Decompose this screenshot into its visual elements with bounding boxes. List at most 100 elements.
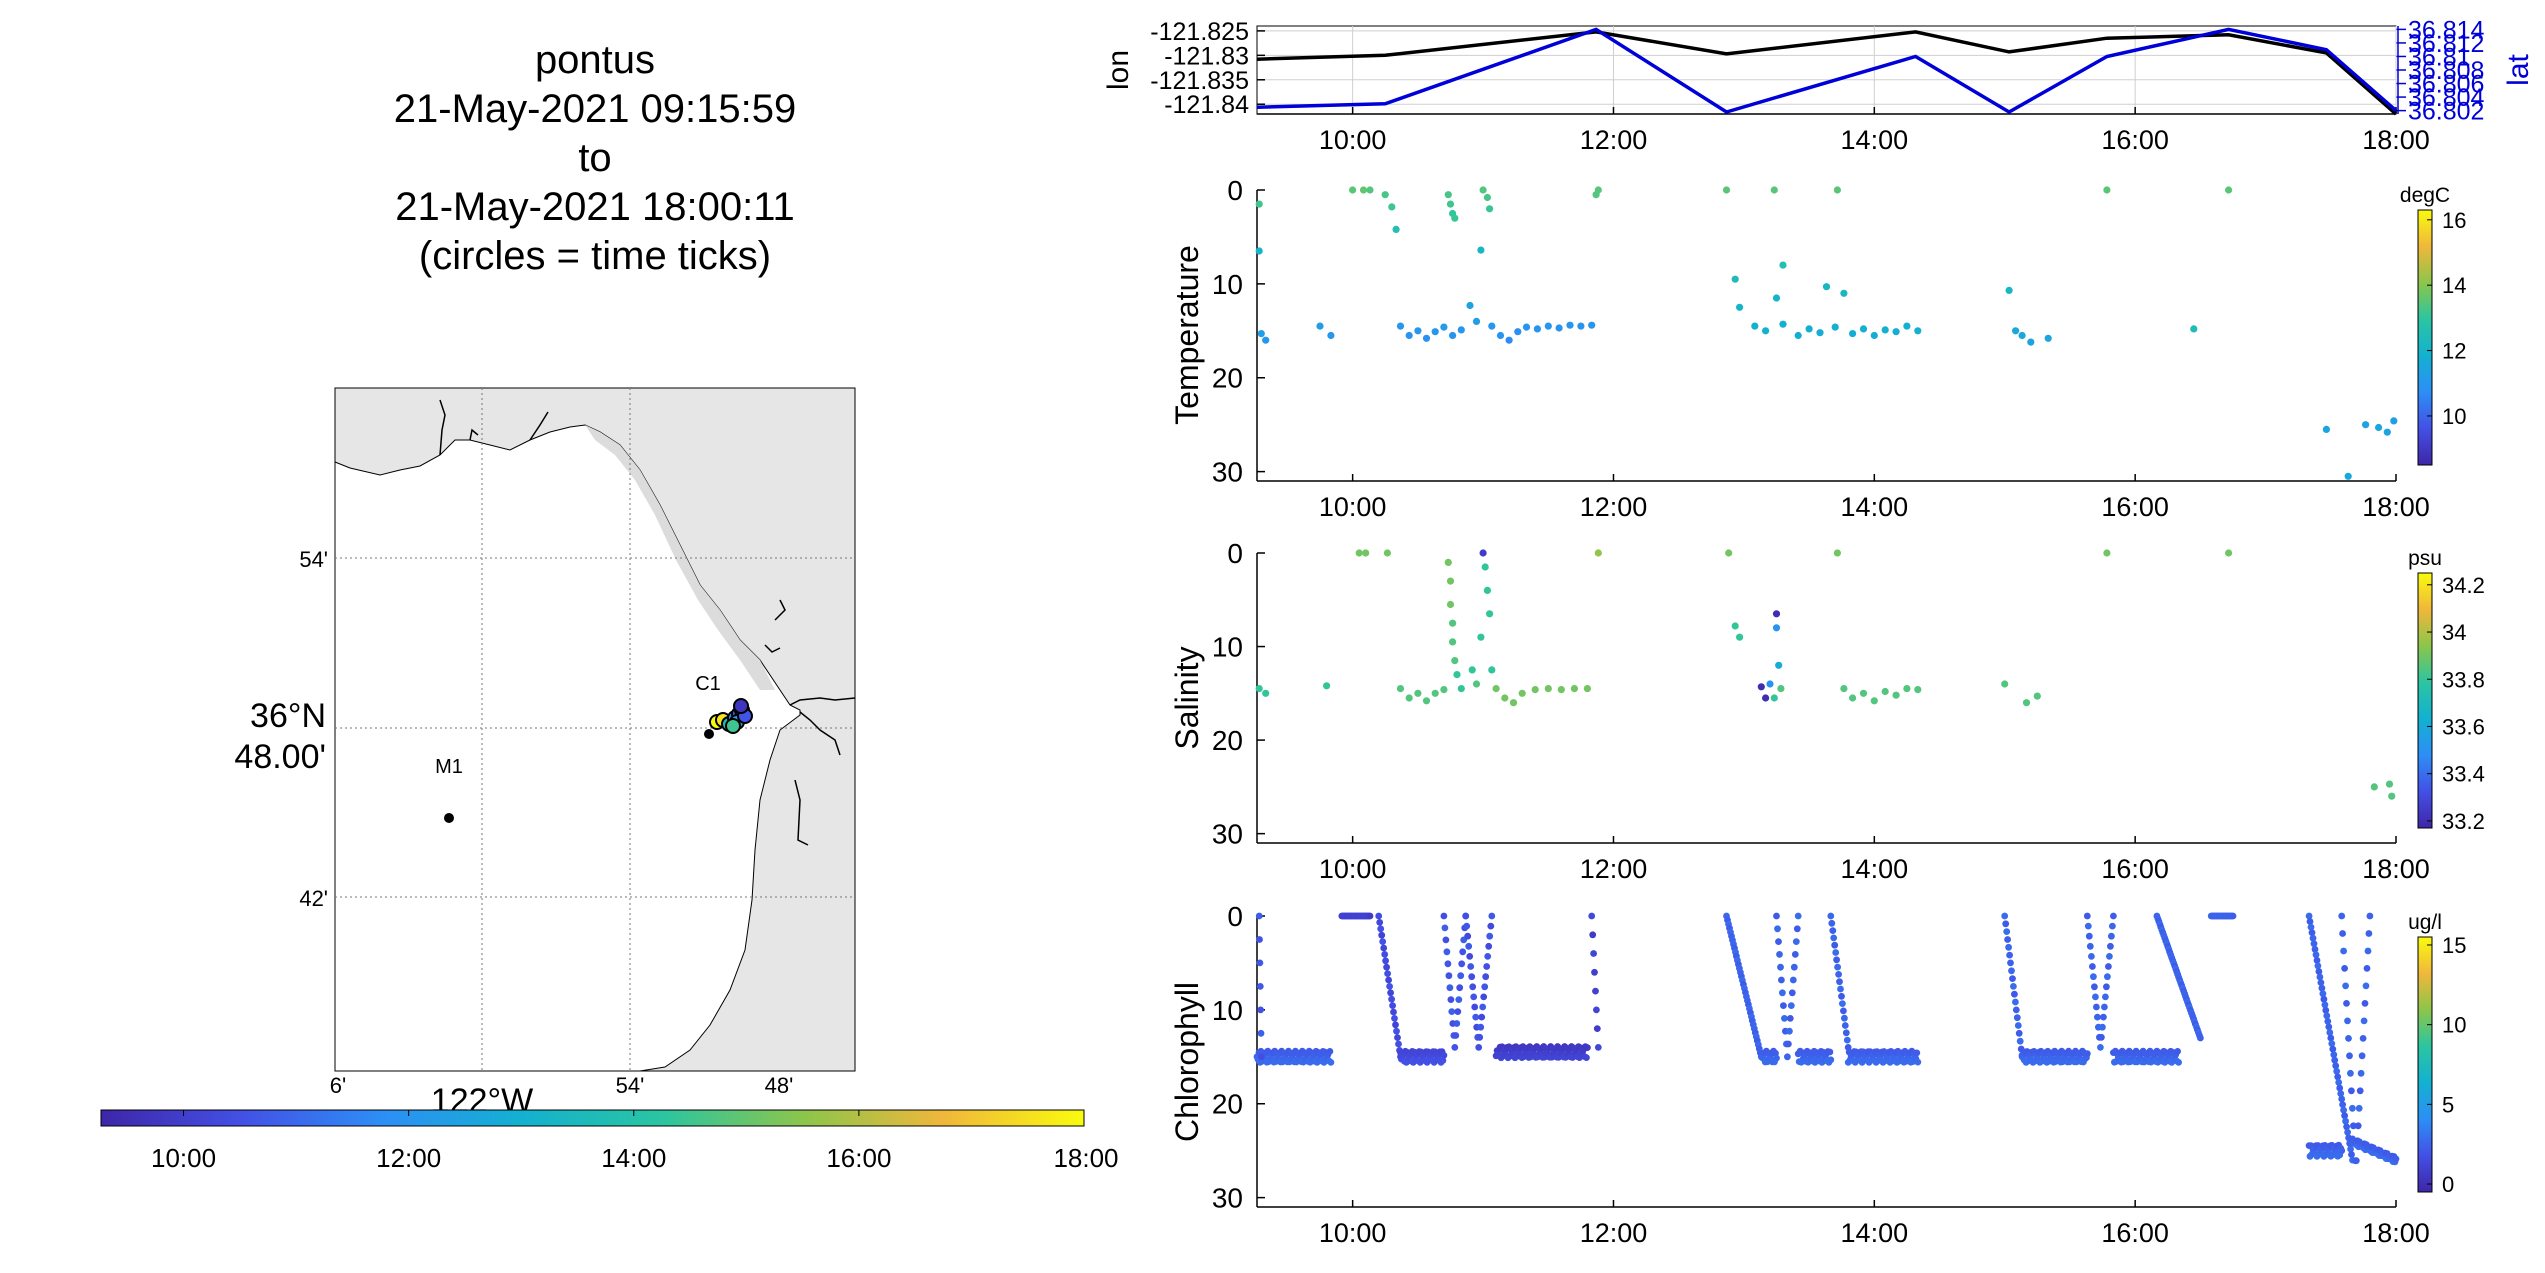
data-point <box>1829 927 1837 934</box>
colorbar-tick-label: 0 <box>2442 1172 2454 1197</box>
data-point <box>2106 953 2113 960</box>
data-point <box>2089 963 2096 970</box>
data-point <box>2347 1069 2354 1077</box>
data-point <box>2344 472 2352 480</box>
figure-title: pontus 21-May-2021 09:15:59 to 21-May-20… <box>120 36 1070 281</box>
data-point <box>2340 947 2348 955</box>
data-point <box>1262 336 1270 344</box>
data-point <box>1477 246 1485 254</box>
depth-tick-label: 20 <box>1212 1089 1243 1120</box>
data-point <box>2363 965 2371 972</box>
data-point <box>1447 996 1455 1003</box>
data-point <box>1776 951 1783 958</box>
data-point <box>2107 942 2114 950</box>
colorbar-tick-label: 33.4 <box>2442 762 2485 787</box>
time-tick-label: 10:00 <box>1319 492 1387 522</box>
data-point <box>1555 324 1563 332</box>
data-point <box>2352 1157 2360 1165</box>
data-point <box>1444 191 1452 199</box>
data-point <box>1464 932 1472 940</box>
data-point <box>1483 963 1491 970</box>
data-point <box>1779 320 1787 328</box>
depth-tick-label: 20 <box>1212 363 1243 394</box>
data-point <box>1257 1053 1265 1061</box>
data-point <box>1518 689 1526 697</box>
data-point <box>2102 993 2109 1001</box>
data-point <box>1440 686 1448 694</box>
data-point <box>2388 792 2396 800</box>
data-point <box>1446 600 1455 609</box>
data-point <box>1446 577 1455 585</box>
data-point <box>1593 1025 1601 1032</box>
data-point <box>1870 697 1878 705</box>
data-point <box>1533 325 1541 333</box>
data-point <box>1396 322 1405 330</box>
data-point <box>2311 945 2319 953</box>
data-point <box>1792 938 1800 945</box>
lon-tick-48: 48' <box>765 1073 794 1098</box>
data-point <box>2092 993 2099 1001</box>
data-point <box>1391 1015 1398 1022</box>
data-point <box>2314 962 2322 970</box>
data-point <box>2225 186 2233 194</box>
data-point <box>1443 948 1451 956</box>
salinity-panel: 0 10 20 30 10:00 12:00 14:00 16:00 18:00 Salinity… <box>1169 538 2485 884</box>
data-point <box>1775 938 1782 945</box>
colorbar-tick-label: 10 <box>2442 404 2466 429</box>
data-point <box>1594 1044 1602 1051</box>
data-point <box>2335 1079 2343 1086</box>
data-point <box>2392 1155 2400 1163</box>
time-tick-label: 14:00 <box>1841 125 1909 155</box>
data-point <box>1486 610 1494 618</box>
data-point <box>1262 689 1270 697</box>
data-point <box>1903 685 1911 693</box>
data-point <box>1422 697 1431 705</box>
title-line: 21-May-2021 09:15:59 <box>393 87 797 131</box>
data-point <box>2324 1018 2332 1025</box>
data-point <box>2334 1073 2342 1081</box>
data-point <box>1837 985 1844 993</box>
data-point <box>2354 1122 2362 1130</box>
chlorophyll-colorbar <box>2417 936 2433 1193</box>
series-line-lon <box>1256 30 2398 116</box>
data-point <box>2018 331 2026 340</box>
time-tick-label: 16:00 <box>2101 854 2169 884</box>
colorbar-tick-label: 33.8 <box>2442 667 2485 692</box>
data-point <box>2370 783 2378 791</box>
title-line: (circles = time ticks) <box>418 234 772 278</box>
data-point <box>1256 959 1264 967</box>
data-point <box>1257 1006 1264 1014</box>
data-point <box>1255 200 1263 208</box>
data-point <box>2358 1052 2366 1060</box>
data-point <box>1594 186 1602 194</box>
data-point <box>1841 1022 1849 1029</box>
data-point <box>2362 982 2370 990</box>
data-point <box>2321 1001 2329 1009</box>
data-point <box>2010 983 2017 990</box>
data-point <box>1780 1002 1787 1009</box>
data-point <box>1392 1021 1399 1029</box>
data-point <box>2322 425 2330 433</box>
data-point <box>1395 1040 1402 1048</box>
data-point <box>1472 680 1481 688</box>
data-point <box>2330 1051 2338 1059</box>
data-point <box>1476 1033 1484 1041</box>
data-point <box>1584 1044 1591 1051</box>
lat-tick-54: 54' <box>299 547 328 572</box>
data-point <box>1481 983 1489 991</box>
data-point <box>2328 1040 2336 1047</box>
data-point <box>1589 931 1597 939</box>
data-point <box>1772 294 1781 302</box>
data-point <box>1431 328 1439 336</box>
data-point <box>1725 549 1733 557</box>
data-point <box>2307 923 2315 931</box>
lat-tick-label: 36.804 <box>2408 84 2485 112</box>
data-point <box>1736 633 1744 641</box>
data-point <box>1583 685 1591 693</box>
time-colorbar-tick-label: 12:00 <box>376 1143 441 1173</box>
data-point <box>2339 1101 2347 1108</box>
chlorophyll-panel: 0 10 20 30 10:00 12:00 14:00 16:00 18:00 Chloroph… <box>1169 901 2466 1248</box>
station-m1-marker <box>444 813 454 823</box>
data-point <box>1327 1059 1335 1066</box>
data-point <box>2375 423 2383 432</box>
